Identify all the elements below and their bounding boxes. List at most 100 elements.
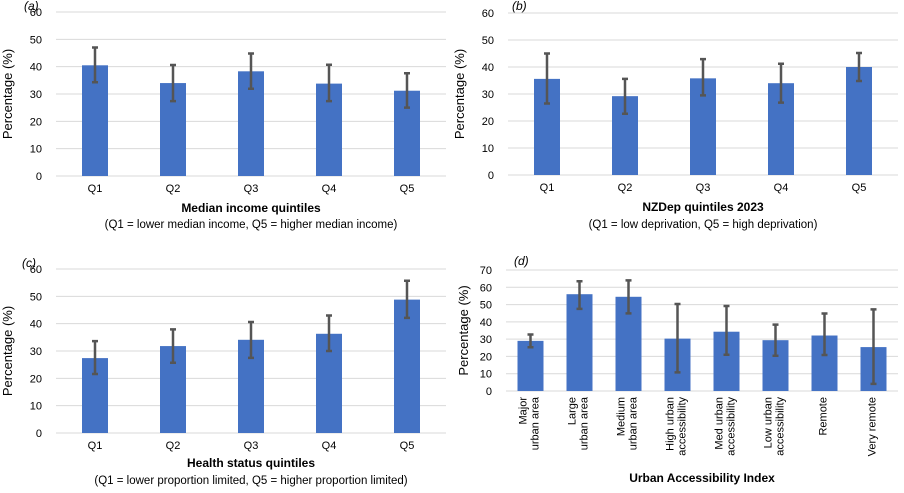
y-axis-title: Percentage (%)	[0, 306, 15, 396]
y-tick-label: 10	[482, 143, 494, 155]
error-bar	[92, 339, 98, 376]
y-tick-label: 20	[30, 373, 42, 385]
y-axis-title: Percentage (%)	[0, 49, 15, 139]
error-bar	[576, 279, 583, 311]
y-tick-label: 40	[30, 319, 42, 331]
x-tick-label: Q1	[540, 182, 555, 194]
panel-label: (d)	[514, 254, 529, 268]
x-tick-label: Mediumurban area	[616, 396, 640, 450]
x-tick-label: Very remote	[867, 397, 879, 456]
panel-label: (c)	[22, 256, 36, 270]
y-tick-label: 20	[482, 116, 494, 128]
y-tick-label: 30	[30, 89, 42, 101]
x-tick-label: Q2	[618, 182, 633, 194]
error-bar	[92, 46, 98, 84]
error-bar	[778, 62, 784, 104]
y-tick-label: 60	[30, 7, 42, 19]
error-bar	[622, 77, 628, 115]
y-tick-label: 30	[482, 89, 494, 101]
chart-svg: 0 10 20 30 40 50 60 Q1 Q2 Q3 Q4 Q5 Percentage (%) Hea…	[0, 256, 446, 487]
y-tick-label: 0	[36, 428, 42, 440]
bar	[394, 299, 420, 433]
x-tick-label: Low urbanaccessibility	[763, 397, 787, 456]
error-bar	[527, 333, 534, 349]
y-tick-label: 60	[30, 264, 42, 276]
error-bar	[544, 52, 550, 105]
chart-d: 0 10 20 30 40 50 60 70 Majorurban area Largeurban…	[452, 250, 904, 488]
bar	[82, 65, 108, 176]
y-tick-label: 60	[482, 8, 494, 20]
error-bar	[404, 279, 410, 320]
bar	[846, 67, 872, 175]
y-tick-label: 10	[30, 401, 42, 413]
x-tick-label: Largeurban area	[567, 396, 591, 450]
error-bar	[248, 320, 254, 360]
x-tick-label: Q3	[696, 182, 711, 194]
y-tick-label: 40	[30, 62, 42, 74]
y-tick-label: 0	[486, 386, 492, 398]
chart-a: 0 10 20 30 40 50 60 Q1 Q2 Q3 Q4 Q5 Percentage (%) Med…	[0, 0, 452, 240]
y-tick-label: 70	[480, 265, 492, 277]
error-bar	[625, 279, 632, 315]
bar	[566, 294, 593, 391]
y-tick-label: 30	[30, 346, 42, 358]
y-tick-label: 50	[30, 291, 42, 303]
x-tick-label: Q2	[166, 440, 181, 452]
x-tick-label: Q5	[400, 440, 415, 452]
x-tick-label: Q4	[322, 183, 337, 195]
chart-c: 0 10 20 30 40 50 60 Q1 Q2 Q3 Q4 Q5 Percentage (%) Hea…	[0, 250, 452, 488]
x-tick-label: Med urbanaccessibility	[714, 397, 738, 456]
error-bar	[723, 304, 730, 356]
error-bar	[170, 328, 176, 365]
y-tick-label: 60	[480, 282, 492, 294]
x-tick-label: Q3	[244, 183, 259, 195]
error-bar	[821, 312, 828, 357]
x-axis-title: Urban Accessibility Index	[629, 471, 775, 485]
y-axis-title: Percentage (%)	[456, 285, 471, 375]
error-bar	[170, 63, 176, 103]
y-tick-label: 0	[488, 170, 494, 182]
y-axis-title: Percentage (%)	[452, 49, 467, 139]
error-bar	[326, 63, 332, 103]
y-tick-label: 10	[480, 369, 492, 381]
x-tick-label: Q2	[166, 183, 181, 195]
chart-b: 0 10 20 30 40 50 60 Q1 Q2 Q3 Q4 Q5 Percentage (%) NZD…	[452, 0, 904, 240]
error-bar	[404, 71, 410, 109]
y-tick-label: 30	[480, 334, 492, 346]
y-tick-label: 50	[30, 34, 42, 46]
error-bar	[326, 314, 332, 353]
x-axis-subtitle: (Q1 = low deprivation, Q5 = high depriva…	[589, 219, 818, 231]
error-bar	[772, 323, 779, 357]
x-tick-label: Q4	[774, 182, 789, 194]
bar	[517, 340, 544, 391]
x-axis-title: Median income quintiles	[181, 201, 321, 215]
y-tick-label: 0	[36, 171, 42, 183]
y-tick-label: 20	[30, 116, 42, 128]
panel-label: (a)	[24, 0, 39, 13]
chart-svg: 0 10 20 30 40 50 60 Q1 Q2 Q3 Q4 Q5 Percentage (%) Med…	[0, 0, 446, 231]
x-axis-subtitle: (Q1 = lower proportion limited, Q5 = hig…	[94, 475, 407, 487]
y-tick-label: 40	[480, 317, 492, 329]
x-tick-label: Q5	[852, 182, 867, 194]
x-tick-label: High urbanaccessibility	[665, 397, 689, 456]
y-tick-label: 10	[30, 144, 42, 156]
x-tick-label: Q4	[322, 440, 337, 452]
y-tick-label: 50	[482, 35, 494, 47]
error-bar	[700, 57, 706, 97]
x-axis-subtitle: (Q1 = lower median income, Q5 = higher m…	[105, 219, 398, 231]
error-bar	[870, 308, 877, 386]
y-tick-label: 20	[480, 351, 492, 363]
x-tick-label: Q3	[244, 440, 259, 452]
error-bar	[248, 52, 254, 91]
chart-svg: 0 10 20 30 40 50 60 Q1 Q2 Q3 Q4 Q5 Percentage (%) NZD…	[452, 0, 898, 231]
x-axis-title: NZDep quintiles 2023	[642, 200, 764, 214]
x-tick-label: Q5	[400, 183, 415, 195]
panel-label: (b)	[512, 0, 527, 13]
error-bar	[674, 302, 681, 374]
x-tick-label: Remote	[818, 397, 830, 436]
x-tick-label: Q1	[88, 440, 103, 452]
y-tick-label: 50	[480, 300, 492, 312]
x-tick-label: Q1	[88, 183, 103, 195]
error-bar	[856, 51, 862, 83]
x-axis-title: Health status quintiles	[187, 456, 315, 470]
